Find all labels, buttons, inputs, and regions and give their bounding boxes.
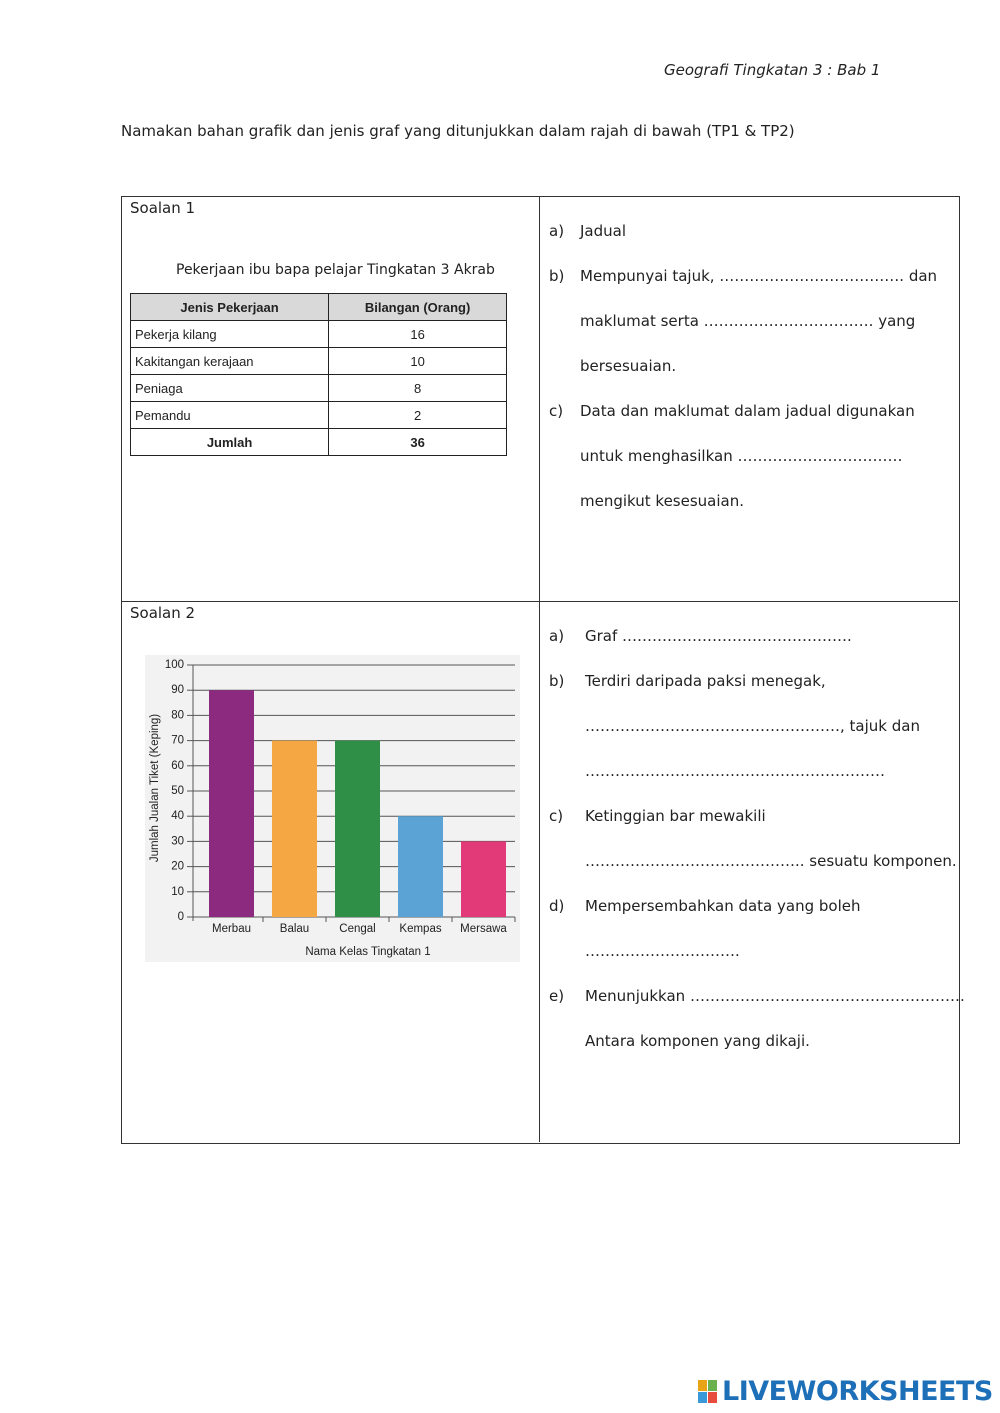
cell: Pemandu	[129, 401, 330, 429]
column-divider	[539, 196, 540, 1142]
answer-line: Menunjukkan ……………………………………………….	[585, 987, 965, 1005]
y-tick-label: 90	[171, 684, 184, 696]
x-tick-label: Merbau	[212, 923, 251, 935]
answer-line: Antara komponen yang dikaji.	[585, 1032, 810, 1050]
answer-marker: d)	[549, 897, 565, 915]
data-table: Jenis Pekerjaan Bilangan (Orang) Pekerja …	[129, 293, 507, 456]
y-tick-label: 80	[171, 709, 184, 721]
cell: 16	[328, 320, 507, 348]
y-tick-label: 60	[171, 760, 184, 772]
column-header: Jenis Pekerjaan	[129, 293, 330, 321]
x-axis-label: Nama Kelas Tingkatan 1	[305, 946, 430, 958]
x-tick-label: Cengal	[339, 923, 375, 935]
answer-line: ……………………………………………, tajuk dan	[585, 717, 920, 735]
y-tick-label: 40	[171, 810, 184, 822]
cell: 10	[328, 347, 507, 375]
answer-marker: b)	[549, 672, 565, 690]
y-tick-label: 20	[171, 861, 184, 873]
answer-line: ………………………….	[585, 942, 740, 960]
answer-marker: b)	[549, 267, 565, 285]
question-label: Soalan 2	[130, 604, 196, 622]
cell: Peniaga	[129, 374, 330, 402]
answer-line: ……………………………………………………	[585, 762, 885, 780]
answer-marker: e)	[549, 987, 565, 1005]
answer-line: Data dan maklumat dalam jadual digunakan	[580, 402, 915, 420]
brand: LIVEWORKSHEETS	[722, 1376, 993, 1407]
brand-logo	[698, 1380, 718, 1404]
table-caption: Pekerjaan ibu bapa pelajar Tingkatan 3 A…	[176, 262, 495, 278]
bar	[461, 841, 506, 917]
x-tick-label: Balau	[280, 923, 309, 935]
answer-line: mengikut kesesuaian.	[580, 492, 744, 510]
answer-line: bersesuaian.	[580, 357, 677, 375]
answer-line: maklumat serta ……………………………. yang	[580, 312, 916, 330]
y-tick-label: 50	[171, 785, 184, 797]
chart-background	[145, 655, 520, 962]
answer-line: untuk menghasilkan ……………………………	[580, 447, 903, 465]
bar	[335, 740, 380, 917]
answer-line: Jadual	[580, 222, 627, 240]
y-axis-label: Jumlah Jualan Tiket (Keping)	[149, 714, 161, 862]
answer-line: Mempunyai tajuk, ………………………………. dan	[580, 267, 938, 285]
column-header: Bilangan (Orang)	[328, 293, 507, 321]
answer-marker: c)	[549, 402, 564, 420]
bar	[209, 690, 254, 917]
y-tick-label: 70	[171, 735, 184, 747]
y-tick-label: 30	[171, 835, 184, 847]
cell: 2	[328, 401, 507, 429]
instruction: Namakan bahan grafik dan jenis graf yang…	[121, 122, 795, 140]
answer-line: Ketinggian bar mewakili	[585, 807, 766, 825]
answer-marker: a)	[549, 627, 565, 645]
answer-marker: c)	[549, 807, 564, 825]
answer-marker: a)	[549, 222, 565, 240]
row-divider	[121, 601, 958, 602]
bar	[398, 816, 443, 917]
y-tick-label: 0	[178, 911, 184, 923]
question-label: Soalan 1	[130, 199, 196, 217]
x-tick-label: Kempas	[399, 923, 441, 935]
answer-line: Terdiri daripada paksi menegak,	[585, 672, 826, 690]
subject: Geografi Tingkatan 3 : Bab 1	[664, 61, 881, 79]
answer-line: …………………………………….. sesuatu komponen.	[585, 852, 957, 870]
cell: 36	[328, 428, 507, 456]
cell: Pekerja kilang	[129, 320, 330, 348]
answer-line: Mempersembahkan data yang boleh	[585, 897, 861, 915]
y-tick-label: 100	[165, 659, 184, 671]
y-tick-label: 10	[171, 886, 184, 898]
bar	[272, 740, 317, 917]
cell: Jumlah	[129, 428, 330, 456]
answer-line: Graf ……………………………………….	[585, 627, 852, 645]
question-table	[121, 196, 960, 1144]
x-tick-label: Mersawa	[460, 923, 507, 935]
